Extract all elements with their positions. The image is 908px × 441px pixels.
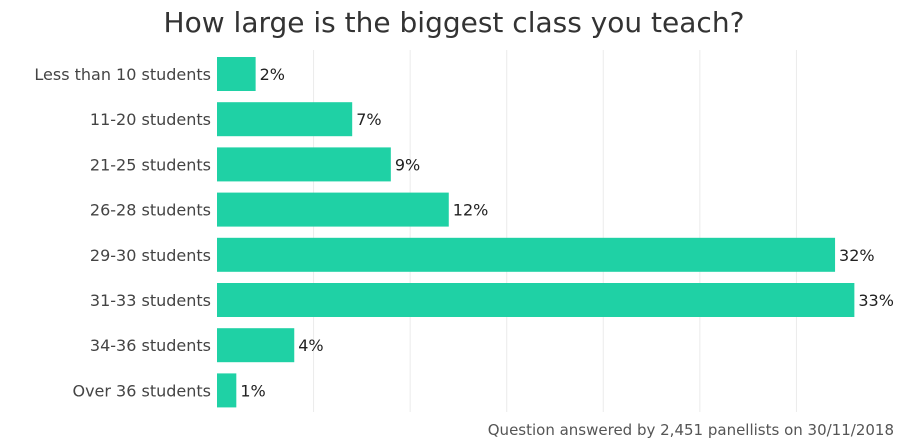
- bar: [217, 328, 295, 363]
- value-label: 2%: [260, 65, 285, 84]
- bar: [217, 237, 836, 272]
- value-label: 12%: [453, 201, 489, 220]
- category-label: 21-25 students: [90, 155, 211, 174]
- value-label: 4%: [298, 336, 323, 355]
- category-label: 26-28 students: [90, 201, 211, 220]
- bar: [217, 283, 855, 317]
- bar: [217, 192, 449, 227]
- value-label: 32%: [839, 246, 875, 265]
- bar: [217, 147, 391, 182]
- bar: [217, 102, 353, 137]
- category-label: Over 36 students: [72, 381, 211, 400]
- category-label: 34-36 students: [90, 336, 211, 355]
- value-label: 9%: [395, 155, 420, 174]
- category-label: 11-20 students: [90, 110, 211, 129]
- bar: [217, 373, 237, 408]
- value-label: 1%: [240, 381, 265, 400]
- value-label: 7%: [356, 110, 381, 129]
- category-label: Less than 10 students: [34, 65, 211, 84]
- chart-title: How large is the biggest class you teach…: [163, 6, 745, 39]
- category-label: 31-33 students: [90, 291, 211, 310]
- bar: [217, 57, 256, 91]
- footnote: Question answered by 2,451 panellists on…: [487, 421, 894, 439]
- value-label: 33%: [858, 291, 894, 310]
- category-label: 29-30 students: [90, 246, 211, 265]
